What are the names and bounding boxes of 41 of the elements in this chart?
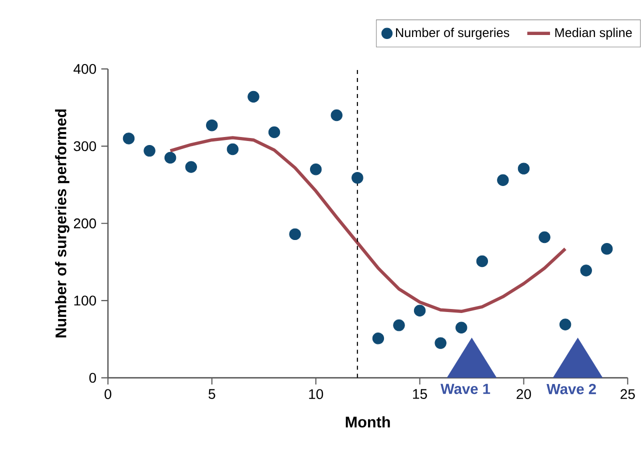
point [414,304,426,317]
point [601,243,613,255]
point [372,332,384,344]
y-tick-label: 100 [74,296,96,306]
point [268,126,280,138]
point [497,174,509,186]
x-tick-label: 20 [516,389,531,400]
point [144,145,156,157]
x-tick-label: 5 [208,389,216,400]
y-axis-title: Number of surgeries performed [55,110,70,338]
x-tick-label: 10 [309,389,324,400]
legend-label: Median spline [555,28,632,40]
y-tick-label: 400 [74,64,96,74]
y-tick-label: 300 [74,141,96,152]
point [330,110,342,122]
point [185,161,197,174]
point [538,232,550,244]
x-axis-title: Month [346,416,390,428]
point [456,322,468,334]
point [226,144,239,156]
y-tick-label: 0 [89,372,96,383]
x-tick-label: 0 [104,389,112,400]
point [580,264,592,276]
point [352,172,364,184]
y-tick-label: 200 [74,218,96,228]
point [518,162,530,175]
point [310,164,322,176]
point [122,132,135,144]
text: Wave 2 [546,384,596,394]
point [289,228,301,240]
x-tick-label: 15 [413,389,427,400]
point [559,318,572,331]
point [393,320,405,332]
point [206,120,218,132]
text: Wave 1 [440,384,490,394]
point [434,337,446,350]
point [248,91,260,103]
point [164,152,176,164]
x-tick-label: 25 [620,389,635,400]
point [476,255,488,268]
legend-label: Number of surgeries [396,28,510,40]
